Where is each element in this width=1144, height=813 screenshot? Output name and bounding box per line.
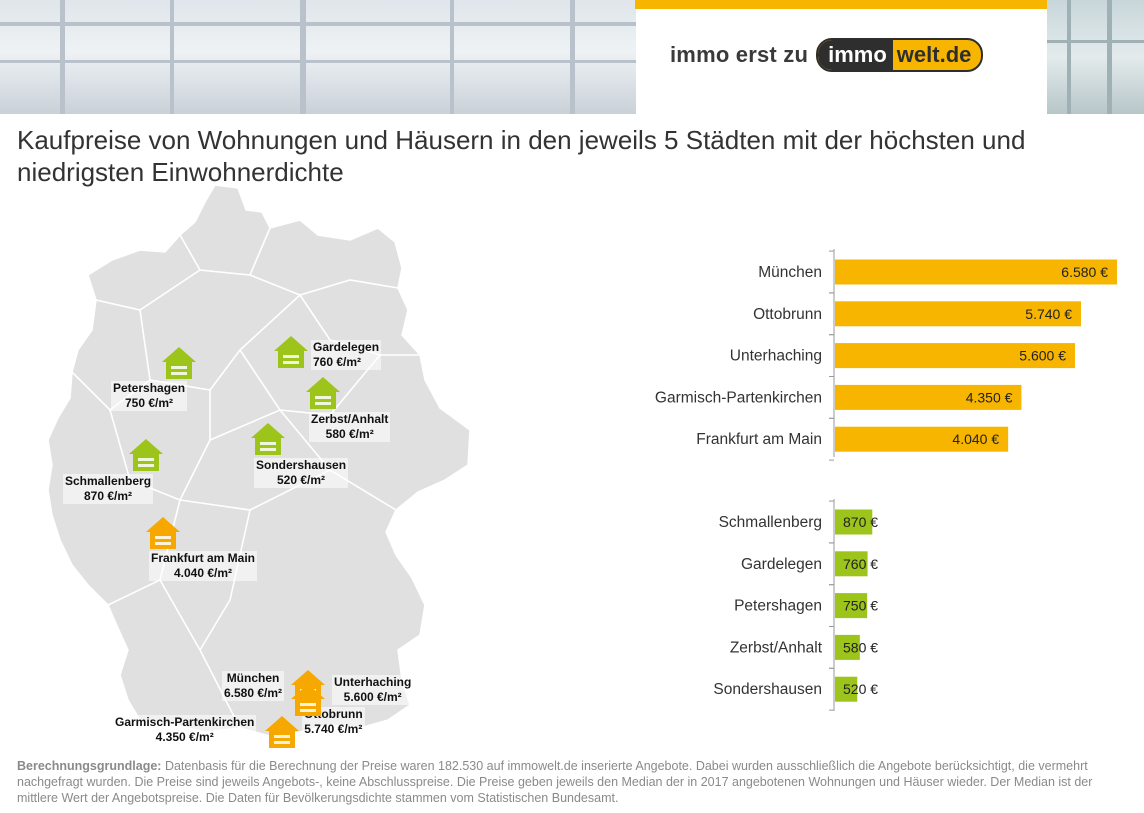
map-city-price: 580 €/m² xyxy=(325,427,374,441)
map-city-price: 870 €/m² xyxy=(84,489,133,503)
header-photo-right xyxy=(1047,0,1144,114)
bar xyxy=(835,593,868,619)
map-city-price: 4.040 €/m² xyxy=(173,566,233,580)
header-photo-left xyxy=(0,0,636,114)
map-city-name: Frankfurt am Main xyxy=(151,551,256,565)
map-city-price: 6.580 €/m² xyxy=(224,686,283,700)
category-label: Gardelegen xyxy=(741,556,822,573)
map-city-name: Garmisch-Partenkirchen xyxy=(115,715,255,729)
category-label: München xyxy=(758,264,822,281)
map-city-name: Gardelegen xyxy=(313,340,380,354)
value-label: 580 € xyxy=(843,639,878,655)
map-city-price: 750 €/m² xyxy=(125,396,174,410)
footnote: Berechnungsgrundlage: Datenbasis für die… xyxy=(17,758,1132,806)
header-accent-bar xyxy=(635,0,1047,9)
map-label-unterhaching: Unterhaching 5.600 €/m² xyxy=(332,675,414,705)
page-title: Kaufpreise von Wohnungen und Häusern in … xyxy=(17,125,1026,187)
value-label: 750 € xyxy=(843,598,878,614)
map-label-zerbst: Zerbst/Anhalt 580 €/m² xyxy=(309,412,391,442)
map-label-garmisch: Garmisch-Partenkirchen 4.350 €/m² xyxy=(113,715,257,745)
house-icon xyxy=(274,336,308,368)
value-label: 4.350 € xyxy=(966,389,1013,405)
price-bar-chart: München 6.580 € Ottobrunn 5.740 € Unterhachi… xyxy=(655,249,1117,711)
category-label: Petershagen xyxy=(734,598,822,615)
house-icons-layer xyxy=(129,336,340,748)
map-city-name: Zerbst/Anhalt xyxy=(311,412,389,426)
map-label-petershagen: Petershagen 750 €/m² xyxy=(111,381,188,411)
logo-brand-dark: immo xyxy=(818,40,893,70)
bar xyxy=(835,509,873,535)
bar xyxy=(835,384,1022,410)
category-label: Sondershausen xyxy=(713,681,822,698)
value-label: 520 € xyxy=(843,681,878,697)
value-label: 5.740 € xyxy=(1025,306,1072,322)
map-city-price: 520 €/m² xyxy=(277,473,326,487)
house-icon xyxy=(129,439,163,471)
map-city-price: 4.350 €/m² xyxy=(155,730,214,744)
house-icon xyxy=(162,347,196,379)
bar xyxy=(835,301,1081,327)
house-icon xyxy=(265,716,299,748)
map-label-sondershausen: Sondershausen 520 €/m² xyxy=(254,458,349,488)
map-city-name: Sondershausen xyxy=(256,458,347,472)
header-banner: immo erst zu immo welt.de xyxy=(0,0,1144,114)
immowelt-logo: immo erst zu immo welt.de xyxy=(670,38,984,72)
map-label-frankfurt: Frankfurt am Main 4.040 €/m² xyxy=(149,551,258,581)
category-label: Schmallenberg xyxy=(719,514,822,531)
map-city-name: München xyxy=(226,671,280,685)
category-label: Zerbst/Anhalt xyxy=(730,639,823,656)
value-label: 760 € xyxy=(843,556,878,572)
map-city-price: 760 €/m² xyxy=(313,355,362,369)
bar xyxy=(835,343,1075,369)
bar xyxy=(835,551,868,577)
map-city-name: Unterhaching xyxy=(334,675,412,689)
map-city-name: Petershagen xyxy=(113,381,186,395)
bar xyxy=(835,676,858,702)
house-icon xyxy=(306,377,340,409)
value-label: 6.580 € xyxy=(1061,264,1108,280)
category-label: Frankfurt am Main xyxy=(696,431,822,448)
category-label: Unterhaching xyxy=(730,348,822,365)
house-icon xyxy=(146,517,180,549)
logo-tagline: immo erst zu xyxy=(670,42,809,67)
category-label: Ottobrunn xyxy=(753,306,822,323)
logo-brand-light: welt.de xyxy=(896,42,972,67)
footnote-label: Berechnungsgrundlage: xyxy=(17,759,162,773)
logo-pill: immo welt.de xyxy=(816,38,984,72)
map-city-name: Schmallenberg xyxy=(65,474,152,488)
value-label: 4.040 € xyxy=(952,431,999,447)
map-city-price: 5.600 €/m² xyxy=(343,690,402,704)
house-icon xyxy=(251,423,285,455)
house-icon xyxy=(291,684,325,716)
value-label: 870 € xyxy=(843,514,878,530)
value-label: 5.600 € xyxy=(1019,348,1066,364)
footnote-text: Datenbasis für die Berechnung der Preise… xyxy=(17,759,1093,805)
map-label-gardelegen: Gardelegen 760 €/m² xyxy=(311,340,382,370)
category-label: Garmisch-Partenkirchen xyxy=(655,389,822,406)
bar xyxy=(835,426,1009,452)
map-city-price: 5.740 €/m² xyxy=(304,722,363,736)
map-label-schmallenberg: Schmallenberg 870 €/m² xyxy=(63,474,154,504)
map-label-muenchen: München 6.580 €/m² xyxy=(222,671,285,701)
bar xyxy=(835,634,860,660)
bar xyxy=(835,259,1117,285)
